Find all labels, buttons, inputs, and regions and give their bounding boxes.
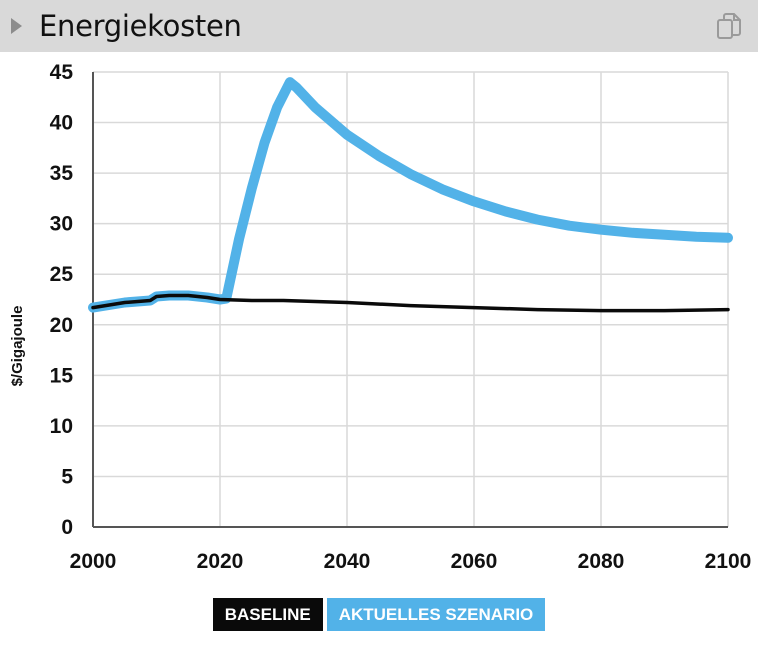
y-tick-label: 40	[50, 112, 73, 135]
panel-header: Energiekosten	[0, 0, 758, 52]
x-tick-label: 2020	[197, 550, 244, 573]
caret-right-icon[interactable]	[11, 18, 22, 34]
line-chart: 0 5 10 15 20 25 30 35 40 45 2000 2020 2040 2060 2080 21…	[9, 61, 752, 573]
copy-icon[interactable]	[716, 13, 742, 41]
x-tick-label: 2040	[324, 550, 371, 573]
x-tick-label: 2060	[451, 550, 498, 573]
y-tick-label: 15	[50, 364, 74, 387]
chart-ticks: 0 5 10 15 20 25 30 35 40 45 2000 2020 2040 2060 2080 21…	[50, 61, 752, 573]
y-tick-label: 20	[50, 314, 73, 337]
y-tick-label: 30	[50, 213, 73, 236]
panel-title: Energiekosten	[39, 9, 242, 43]
y-tick-label: 25	[50, 263, 74, 286]
legend-aktuelles-szenario[interactable]: AKTUELLES SZENARIO	[326, 598, 546, 631]
y-tick-label: 5	[61, 465, 73, 488]
chart-grid	[92, 71, 729, 528]
x-tick-label: 2000	[70, 550, 117, 573]
y-tick-label: 10	[50, 415, 73, 438]
y-tick-label: 35	[50, 162, 74, 185]
x-tick-label: 2100	[705, 550, 752, 573]
x-tick-label: 2080	[578, 550, 625, 573]
y-axis-label: $/Gigajoule	[9, 306, 26, 387]
y-tick-label: 45	[50, 61, 74, 84]
legend-baseline[interactable]: BASELINE	[212, 598, 323, 631]
chart-legend: BASELINE AKTUELLES SZENARIO	[0, 598, 758, 631]
chart-series	[88, 77, 733, 313]
y-tick-label: 0	[61, 516, 73, 539]
series-line-baseline	[91, 293, 730, 313]
